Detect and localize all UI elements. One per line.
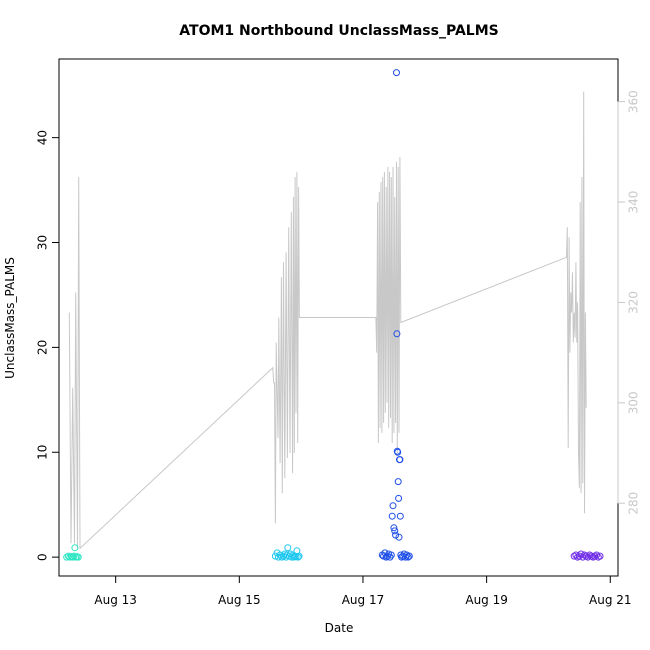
data-point-s2-14 <box>393 330 401 338</box>
y-tick-label: 40 <box>36 130 50 145</box>
x-axis: Aug 13 Aug 15 Aug 17 Aug 19 Aug 21 <box>94 575 632 607</box>
data-point-s2-13 <box>393 69 400 77</box>
y-tick-label: 10 <box>36 445 50 460</box>
data-point-s2-7 <box>387 551 395 559</box>
data-point-s2-9 <box>389 502 397 510</box>
x-tick-label: Aug 21 <box>589 593 632 607</box>
data-point-s2-22 <box>396 512 404 520</box>
y-axis-left: 0 10 20 30 40 <box>36 130 60 561</box>
data-point-s0-9 <box>74 553 82 561</box>
scatter-points-layer <box>63 69 604 561</box>
x-tick-label: Aug 19 <box>465 593 508 607</box>
y-tick-label: 0 <box>36 553 50 561</box>
chart-title: ATOM1 Northbound UnclassMass_PALMS <box>179 23 498 39</box>
y2-tick-label: 360 <box>627 90 641 113</box>
data-point-s3-8 <box>584 553 592 561</box>
y-tick-label: 30 <box>36 235 50 250</box>
x-axis-label: Date <box>325 621 354 635</box>
data-point-s0-6 <box>71 544 79 552</box>
secondary-line-layer <box>68 91 587 550</box>
data-point-s2-10 <box>390 524 398 532</box>
y2-tick-label: 340 <box>627 191 641 214</box>
y-tick-label: 20 <box>36 340 50 355</box>
y-axis-label: UnclassMass_PALMS <box>3 257 17 379</box>
data-point-s0-5 <box>70 552 78 560</box>
data-point-s3-3 <box>575 552 583 560</box>
data-point-s3-7 <box>582 552 590 560</box>
data-point-s1-18 <box>294 553 302 561</box>
data-point-s2-21 <box>396 456 404 464</box>
data-point-s1-19 <box>295 552 303 560</box>
data-point-s2-29 <box>404 553 412 561</box>
y2-tick-label: 280 <box>627 492 641 515</box>
data-point-s1-2 <box>274 553 282 561</box>
data-point-s3-6 <box>581 551 588 559</box>
data-point-s3-10 <box>587 552 595 560</box>
data-point-s2-8 <box>388 512 396 520</box>
data-point-s3-5 <box>579 553 587 561</box>
x-tick-label: Aug 17 <box>342 593 385 607</box>
x-tick-label: Aug 13 <box>94 593 137 607</box>
x-tick-label: Aug 15 <box>218 593 261 607</box>
data-point-s2-11 <box>391 527 399 535</box>
data-point-s1-3 <box>276 551 284 559</box>
data-point-s2-30 <box>405 552 413 560</box>
data-point-s3-1 <box>572 551 580 559</box>
y2-tick-label: 320 <box>627 291 641 314</box>
data-point-s3-13 <box>593 551 600 559</box>
data-point-s3-12 <box>591 552 599 560</box>
data-point-s3-9 <box>586 551 594 559</box>
secondary-series-line <box>68 91 587 550</box>
data-point-s2-16 <box>394 448 402 456</box>
data-point-s3-15 <box>596 552 604 560</box>
data-point-s2-12 <box>392 531 400 539</box>
data-point-s2-19 <box>395 533 403 541</box>
data-point-s1-9 <box>284 544 292 552</box>
data-point-s2-17 <box>394 478 402 486</box>
data-point-s2-18 <box>395 494 403 502</box>
data-point-s3-11 <box>589 553 597 561</box>
y2-tick-label: 300 <box>627 391 641 414</box>
y-axis-right: 280 300 320 340 360 <box>617 90 641 515</box>
data-point-s3-0 <box>570 552 578 560</box>
data-point-s3-14 <box>594 553 602 561</box>
